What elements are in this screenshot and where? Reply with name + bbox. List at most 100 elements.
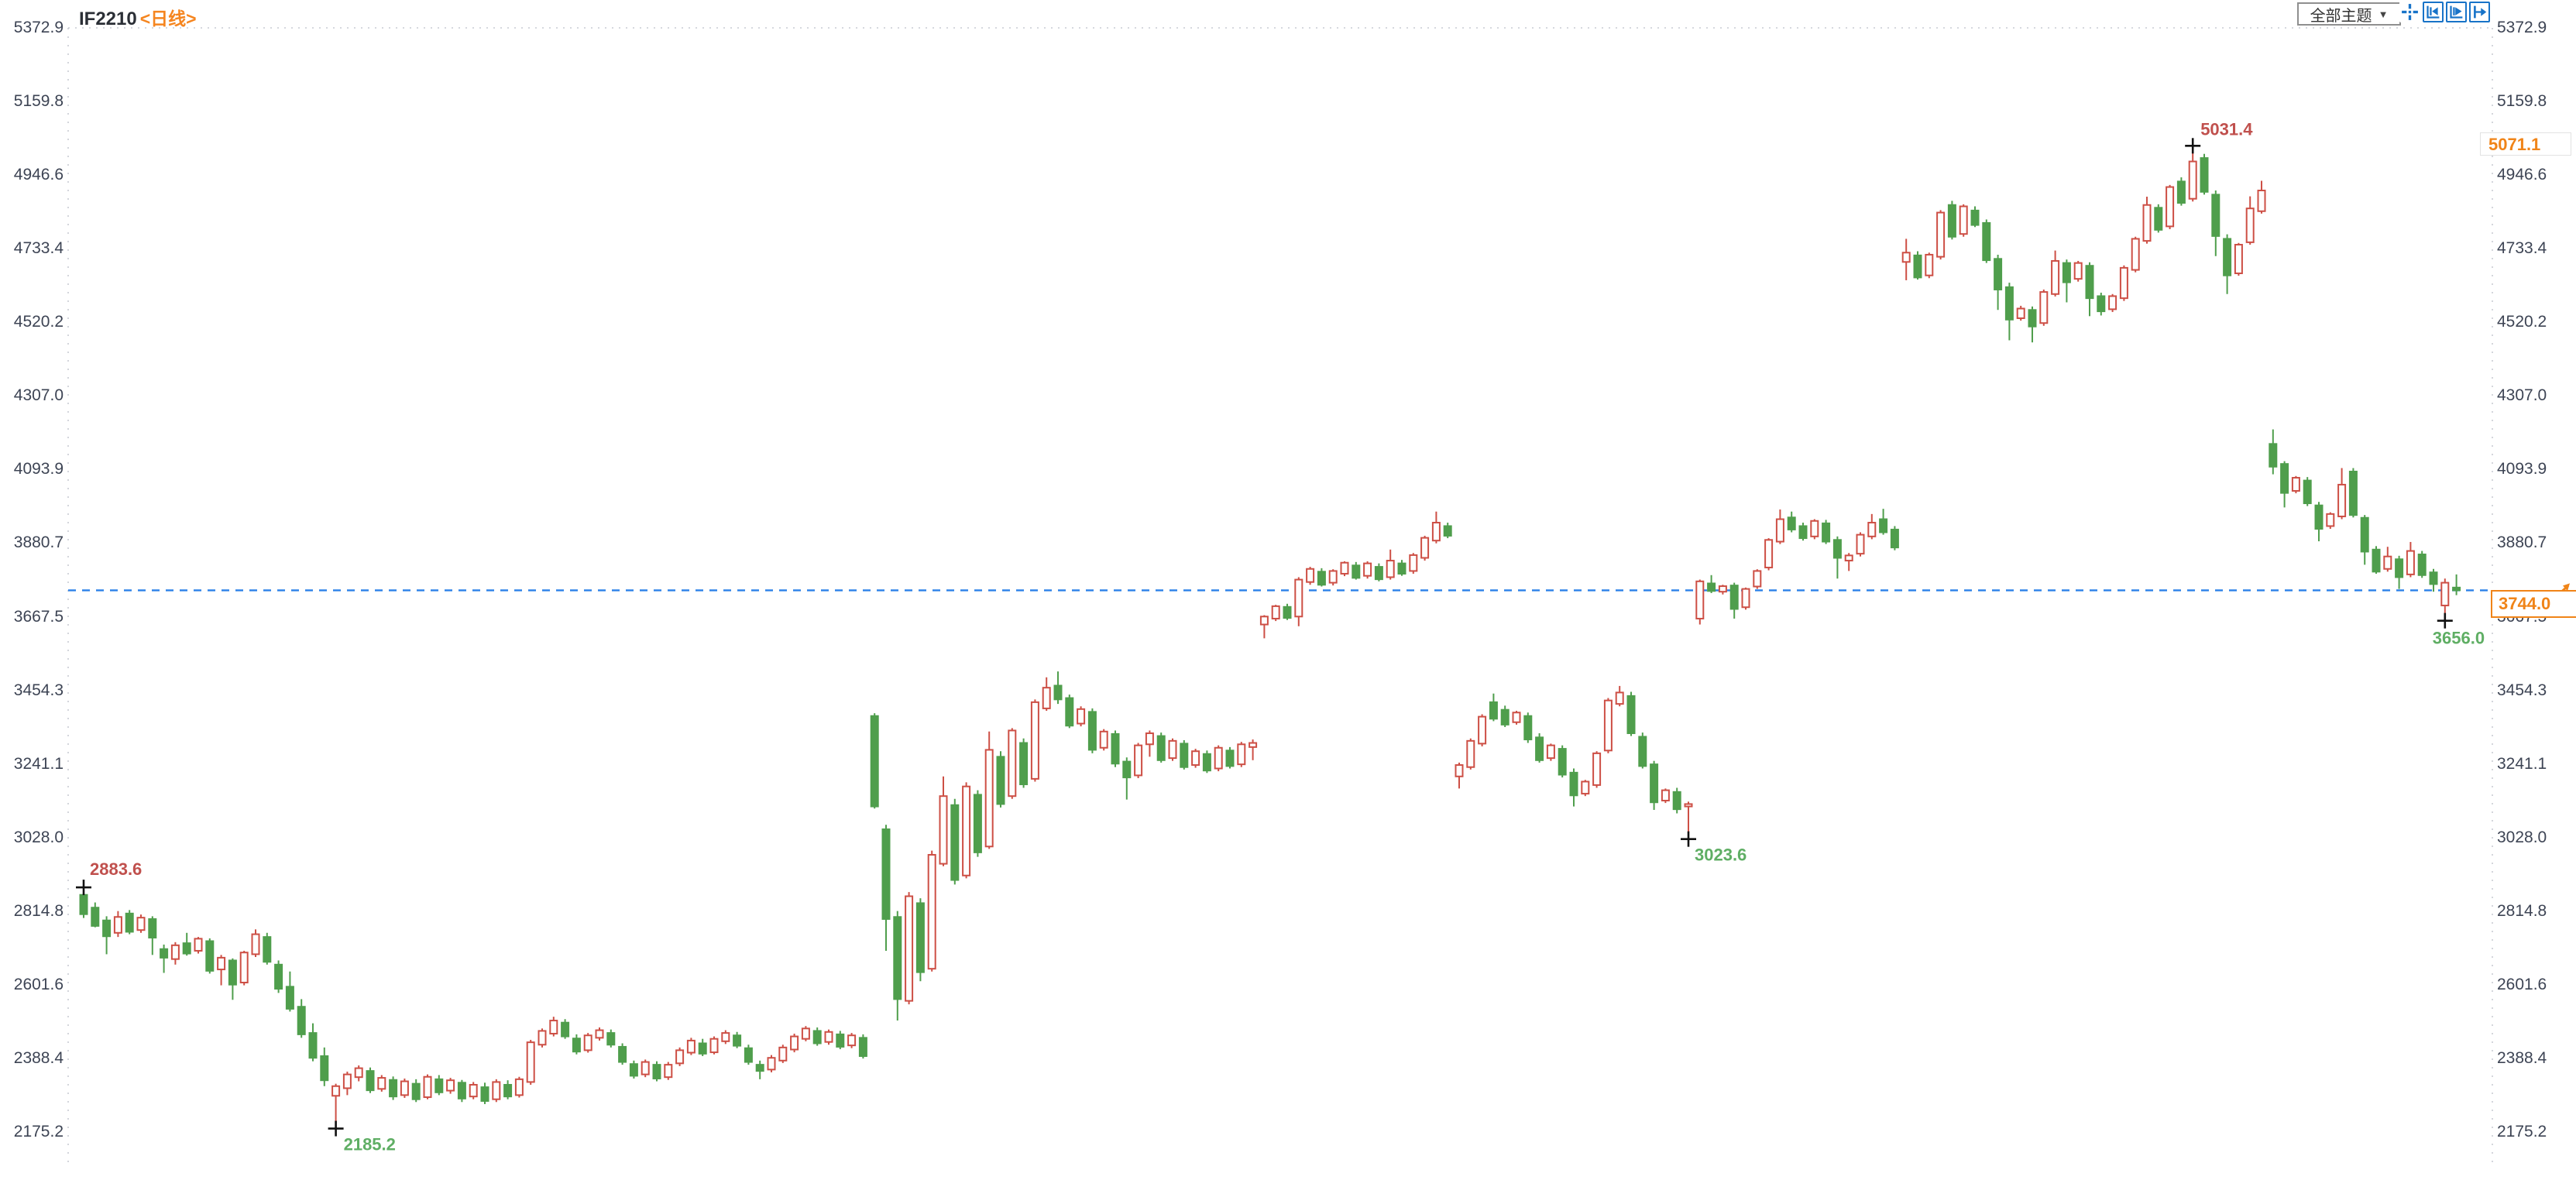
candle-up	[1478, 715, 1487, 745]
price-tick-label: 3880.7	[13, 533, 64, 552]
candle-up	[1042, 687, 1051, 709]
price-tick-label: 4733.4	[2497, 239, 2547, 258]
candle-up	[1546, 744, 1555, 760]
candle-down	[1065, 697, 1074, 727]
candle-down	[320, 1055, 329, 1082]
candle-down	[2004, 286, 2014, 321]
candle-up	[2406, 550, 2415, 575]
candle-up	[1592, 752, 1602, 786]
candle-down	[1087, 711, 1097, 751]
candle-down	[1994, 258, 2003, 290]
candle-up	[1661, 789, 1670, 801]
candle-down	[1822, 522, 1831, 543]
upper-price-label: 5071.1	[2480, 132, 2571, 156]
candle-up	[1466, 739, 1475, 768]
candle-down	[1729, 585, 1739, 610]
candle-down	[606, 1032, 616, 1046]
candle-up	[549, 1020, 558, 1034]
candle-up	[1328, 570, 1338, 584]
candle-up	[595, 1029, 604, 1039]
candle-up	[905, 895, 914, 1002]
price-tick-label: 3241.1	[2497, 754, 2547, 773]
candle-down	[744, 1047, 753, 1063]
last-price-tag: 3744.0	[2491, 590, 2576, 619]
candle-down	[2176, 180, 2186, 204]
candle-up	[2016, 307, 2025, 319]
candle-down	[893, 916, 902, 1000]
price-tick-label: 3028.0	[2497, 828, 2547, 846]
price-tick-label: 5159.8	[13, 92, 64, 111]
jump-to-latest-icon	[2474, 5, 2487, 19]
price-tick-label: 2601.6	[2497, 975, 2547, 993]
candle-up	[675, 1049, 685, 1065]
period-label: <日线>	[139, 9, 197, 29]
candle-up	[1925, 253, 1934, 276]
candle-up	[1168, 739, 1177, 760]
candle-down	[915, 902, 925, 973]
candle-down	[274, 963, 283, 990]
candle-up	[342, 1073, 352, 1089]
play-forward-button[interactable]	[2446, 2, 2467, 22]
candle-up	[194, 938, 203, 952]
theme-dropdown[interactable]: 全部主题 ▼	[2297, 2, 2401, 26]
candle-up	[1077, 708, 1086, 725]
price-tick-label: 2814.8	[13, 901, 64, 920]
price-tick-label: 4733.4	[13, 239, 64, 258]
candle-down	[205, 940, 215, 972]
candle-down	[1523, 715, 1533, 741]
candle-down	[1397, 562, 1406, 575]
candle-down	[1879, 518, 1888, 533]
candle-up	[1844, 554, 1853, 562]
candle-up	[1306, 568, 1315, 583]
candle-down	[1443, 525, 1452, 537]
candle-up	[1259, 616, 1269, 626]
price-tick-label: 4307.0	[13, 386, 64, 405]
candle-up	[1191, 750, 1200, 767]
price-tick-label: 2814.8	[2497, 901, 2547, 920]
candle-up	[583, 1034, 592, 1051]
candle-up	[709, 1038, 719, 1054]
candle-down	[870, 715, 879, 808]
jump-to-start-button[interactable]	[2423, 2, 2444, 22]
candle-up	[1420, 537, 1430, 559]
price-tick-label: 3454.3	[2497, 681, 2547, 699]
candle-down	[652, 1064, 661, 1079]
candle-down	[1982, 221, 1991, 262]
candle-down	[2372, 548, 2381, 573]
candle-down	[1283, 605, 1292, 619]
candle-down	[1019, 742, 1029, 786]
candle-up	[1340, 561, 1349, 575]
candle-down	[2395, 558, 2404, 578]
candle-up	[984, 749, 994, 848]
candle-up	[217, 956, 226, 971]
candle-up	[1386, 560, 1395, 578]
crosshair-button[interactable]	[2399, 2, 2420, 22]
candle-up	[1867, 521, 1877, 537]
jump-to-latest-button[interactable]	[2469, 2, 2490, 22]
candle-up	[331, 1085, 341, 1097]
candle-down	[1569, 771, 1578, 797]
candle-up	[1409, 554, 1418, 572]
candle-down	[1832, 539, 1842, 559]
candle-down	[1374, 566, 1383, 581]
candle-down	[1650, 763, 1659, 804]
candle-up	[2383, 555, 2392, 570]
candle-up	[2142, 204, 2152, 242]
candle-down	[698, 1042, 707, 1055]
extreme-cross-marker	[328, 1120, 344, 1137]
candle-up	[2188, 160, 2197, 200]
symbol-name: IF2210	[79, 9, 137, 29]
candle-down	[2097, 295, 2106, 313]
candle-up	[1581, 780, 1590, 795]
candle-up	[538, 1030, 547, 1046]
candle-down	[881, 828, 891, 920]
candle-down	[755, 1064, 764, 1072]
candle-down	[1180, 743, 1189, 768]
candle-up	[1936, 211, 1946, 258]
candle-down	[1489, 701, 1498, 720]
symbol-title: IF2210 <日线>	[79, 4, 197, 30]
candle-up	[2440, 581, 2450, 607]
candle-up	[1856, 533, 1865, 555]
